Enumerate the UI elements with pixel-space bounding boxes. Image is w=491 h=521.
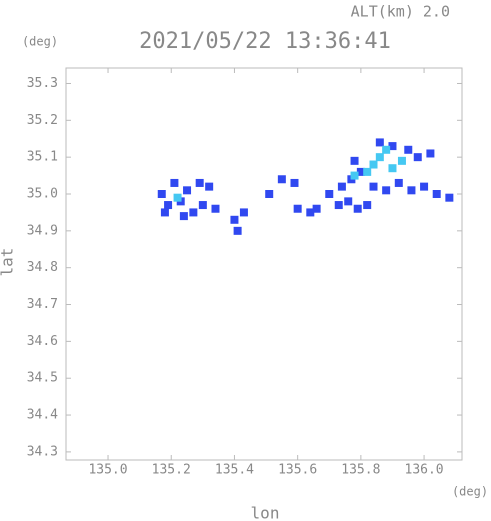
x-axis-label: lon bbox=[251, 504, 280, 521]
y-tick-label: 35.1 bbox=[27, 150, 58, 165]
echo-point bbox=[290, 178, 299, 187]
echo-point bbox=[183, 186, 192, 195]
echo-point bbox=[420, 182, 429, 191]
echo-point bbox=[407, 186, 416, 195]
echo-point bbox=[189, 208, 198, 217]
y-tick-label: 34.8 bbox=[27, 260, 58, 275]
x-unit: (deg) bbox=[452, 485, 488, 499]
echo-point bbox=[157, 190, 166, 198]
echo-point bbox=[239, 208, 248, 217]
chart-title: 2021/05/22 13:36:41 bbox=[139, 29, 391, 54]
echo-point bbox=[195, 178, 204, 187]
echo-point bbox=[312, 204, 321, 213]
echo-point bbox=[334, 201, 343, 210]
y-tick-label: 34.9 bbox=[27, 223, 58, 238]
x-tick-label: 135.6 bbox=[278, 463, 317, 478]
echo-point bbox=[363, 201, 372, 210]
echo-point bbox=[432, 190, 441, 198]
echo-point bbox=[325, 190, 334, 198]
y-axis-label: lat bbox=[0, 248, 17, 277]
echo-point bbox=[337, 182, 346, 191]
y-unit: (deg) bbox=[22, 35, 58, 49]
echo-point bbox=[179, 212, 188, 221]
echo-point bbox=[404, 145, 413, 154]
x-tick-label: 135.2 bbox=[152, 463, 191, 478]
echo-point bbox=[306, 208, 315, 217]
echo-point bbox=[394, 178, 403, 187]
echo-point bbox=[198, 201, 207, 210]
echo-point bbox=[160, 208, 169, 217]
echo-point bbox=[363, 167, 372, 176]
echo-point bbox=[350, 171, 359, 180]
y-tick-label: 34.3 bbox=[27, 444, 58, 459]
echo-point bbox=[388, 164, 397, 173]
echo-point bbox=[293, 204, 302, 213]
echo-point bbox=[350, 156, 359, 165]
x-tick-label: 136.0 bbox=[405, 463, 444, 478]
echo-point bbox=[356, 167, 365, 176]
echo-point bbox=[375, 138, 384, 147]
y-tick-label: 35.2 bbox=[27, 113, 58, 128]
echo-point bbox=[382, 145, 391, 154]
echo-point bbox=[230, 215, 239, 224]
x-tick-label: 135.4 bbox=[215, 463, 254, 478]
x-tick-label: 135.0 bbox=[88, 463, 127, 478]
echo-point bbox=[211, 204, 220, 213]
echo-point bbox=[426, 149, 435, 158]
y-tick-label: 34.6 bbox=[27, 334, 58, 349]
echo-point bbox=[369, 160, 378, 169]
echo-point bbox=[397, 156, 406, 165]
altitude-label: ALT(km) 2.0 bbox=[351, 3, 450, 21]
x-tick-label: 135.8 bbox=[341, 463, 380, 478]
echo-point bbox=[369, 182, 378, 191]
y-tick-label: 34.4 bbox=[27, 408, 58, 423]
echo-point bbox=[413, 153, 422, 162]
echo-point bbox=[233, 226, 242, 235]
echo-point bbox=[277, 175, 286, 184]
y-tick-label: 35.3 bbox=[27, 76, 58, 91]
echo-point bbox=[170, 178, 179, 187]
echo-point bbox=[445, 193, 454, 202]
echo-point bbox=[353, 204, 362, 213]
echo-point bbox=[205, 182, 214, 191]
echo-point bbox=[382, 186, 391, 195]
echo-point bbox=[388, 142, 397, 151]
echo-point bbox=[375, 153, 384, 162]
y-tick-label: 34.7 bbox=[27, 297, 58, 312]
y-tick-label: 34.5 bbox=[27, 371, 58, 386]
echo-point bbox=[164, 201, 173, 210]
echo-point bbox=[173, 193, 182, 202]
y-tick-label: 35.0 bbox=[27, 187, 58, 202]
echo-point bbox=[265, 190, 274, 198]
echo-point bbox=[344, 197, 353, 206]
plot-frame bbox=[65, 67, 463, 461]
